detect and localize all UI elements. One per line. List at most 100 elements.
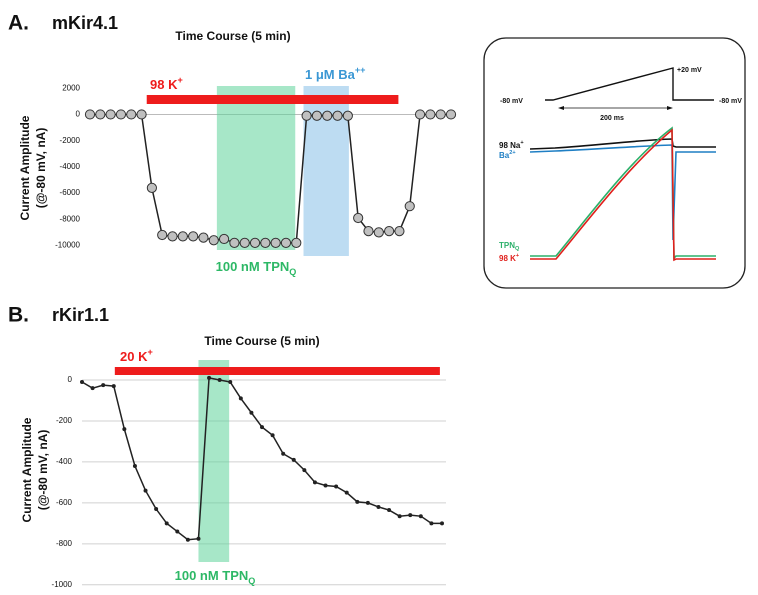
band-label-sup: + <box>177 75 182 85</box>
band-label-text: 100 nM TPN <box>216 259 290 274</box>
y-tick-label: 0 <box>76 110 81 119</box>
data-point <box>435 109 446 120</box>
data-point <box>270 237 281 248</box>
inset-label-sub: Q <box>515 246 520 252</box>
data-point <box>126 109 137 120</box>
band-label-text: 98 K <box>150 77 178 92</box>
inset-label: 98 K+ <box>499 253 520 263</box>
data-point <box>164 521 169 526</box>
data-point <box>95 109 106 120</box>
inset-label-sup: + <box>516 253 520 259</box>
y-axis-title: Current Amplitude (@-80 mV, nA) <box>18 115 48 220</box>
inset-label-sup: + <box>520 140 524 146</box>
band-label: 98 K+ <box>150 75 183 92</box>
arrow-head <box>558 106 564 110</box>
inset-frame <box>483 37 746 289</box>
y-axis-title-line: Current Amplitude <box>20 417 34 522</box>
band-label-sub: Q <box>248 576 255 586</box>
data-point <box>342 110 353 121</box>
data-point <box>207 375 212 380</box>
band-label-sub: Q <box>289 267 296 277</box>
data-point <box>229 237 240 248</box>
data-point <box>408 513 413 518</box>
y-tick-label: -400 <box>56 457 73 466</box>
y-tick-label: -800 <box>56 539 73 548</box>
data-point <box>397 514 402 519</box>
y-axis-title-line: Current Amplitude <box>18 115 32 220</box>
data-point <box>90 386 95 391</box>
y-tick-label: 2000 <box>62 83 80 92</box>
inset-label-text: 98 K <box>499 254 516 263</box>
data-point <box>146 182 157 193</box>
data-point <box>167 231 178 242</box>
data-point <box>217 377 222 382</box>
data-point <box>218 233 230 245</box>
data-point <box>332 110 343 121</box>
inset-label-text: TPN <box>499 241 515 250</box>
trace-k <box>530 128 716 262</box>
panel-label: B. <box>8 304 29 327</box>
data-point <box>260 425 264 430</box>
band-label: 1 μM Ba++ <box>305 65 365 82</box>
data-point <box>376 504 381 509</box>
data-point <box>440 521 444 526</box>
y-tick-label: -6000 <box>60 188 81 197</box>
data-point <box>373 227 384 238</box>
band-label-text: 20 K <box>120 349 148 364</box>
condition-band <box>216 86 296 250</box>
data-point <box>387 508 392 513</box>
inset-label-text: 200 ms <box>600 115 624 122</box>
arrow-head <box>667 106 673 110</box>
band-label: 100 nM TPNQ <box>216 259 297 277</box>
data-point <box>115 109 127 120</box>
data-point <box>414 109 426 120</box>
data-point <box>445 109 457 120</box>
data-point <box>384 225 395 237</box>
data-point <box>80 380 84 385</box>
data-point <box>157 229 168 241</box>
inset-label: 98 Na+ <box>499 140 524 150</box>
data-point <box>291 457 296 462</box>
panel-name: mKir4.1 <box>52 13 118 33</box>
data-point <box>418 514 423 519</box>
inset-label-text: -80 mV <box>500 98 523 105</box>
data-point <box>429 521 434 526</box>
condition-bar <box>114 367 440 375</box>
y-axis-title: Current Amplitude (@-80 mV, nA) <box>20 417 50 522</box>
data-point <box>312 480 317 485</box>
inset-label: -80 mV <box>719 98 742 105</box>
y-tick-label: -10000 <box>55 241 80 250</box>
y-tick-label: -600 <box>56 498 73 507</box>
inset-label-sup: 2+ <box>509 150 516 156</box>
y-axis-title-line: (@-80 mV, nA) <box>34 128 48 209</box>
data-point <box>84 109 96 120</box>
inset-label: +20 mV <box>677 67 702 74</box>
data-point <box>177 231 188 242</box>
data-point <box>353 212 364 224</box>
band-label-text: 100 nM TPN <box>175 568 249 583</box>
data-point <box>260 237 271 248</box>
y-tick-label: -200 <box>56 416 73 425</box>
data-point <box>302 468 307 473</box>
data-point <box>105 109 116 120</box>
data-point <box>322 110 333 121</box>
data-point <box>228 380 233 385</box>
band-label-text: 1 μM Ba <box>305 67 356 82</box>
data-point <box>122 427 127 432</box>
data-point <box>111 384 116 389</box>
data-point <box>101 383 106 388</box>
data-point <box>143 488 148 493</box>
data-point <box>249 237 261 248</box>
band-label-sup: ++ <box>355 65 366 75</box>
y-tick-label: 0 <box>68 375 73 384</box>
condition-bar <box>146 95 399 104</box>
y-tick-label: -1000 <box>52 580 73 589</box>
inset-label-text: -80 mV <box>719 98 742 105</box>
inset-label-text: Ba <box>499 151 510 160</box>
data-point <box>249 410 254 415</box>
data-point <box>175 529 180 534</box>
inset-label: TPNQ <box>499 241 520 252</box>
band-label-sup: + <box>147 347 152 357</box>
data-point <box>196 536 201 541</box>
